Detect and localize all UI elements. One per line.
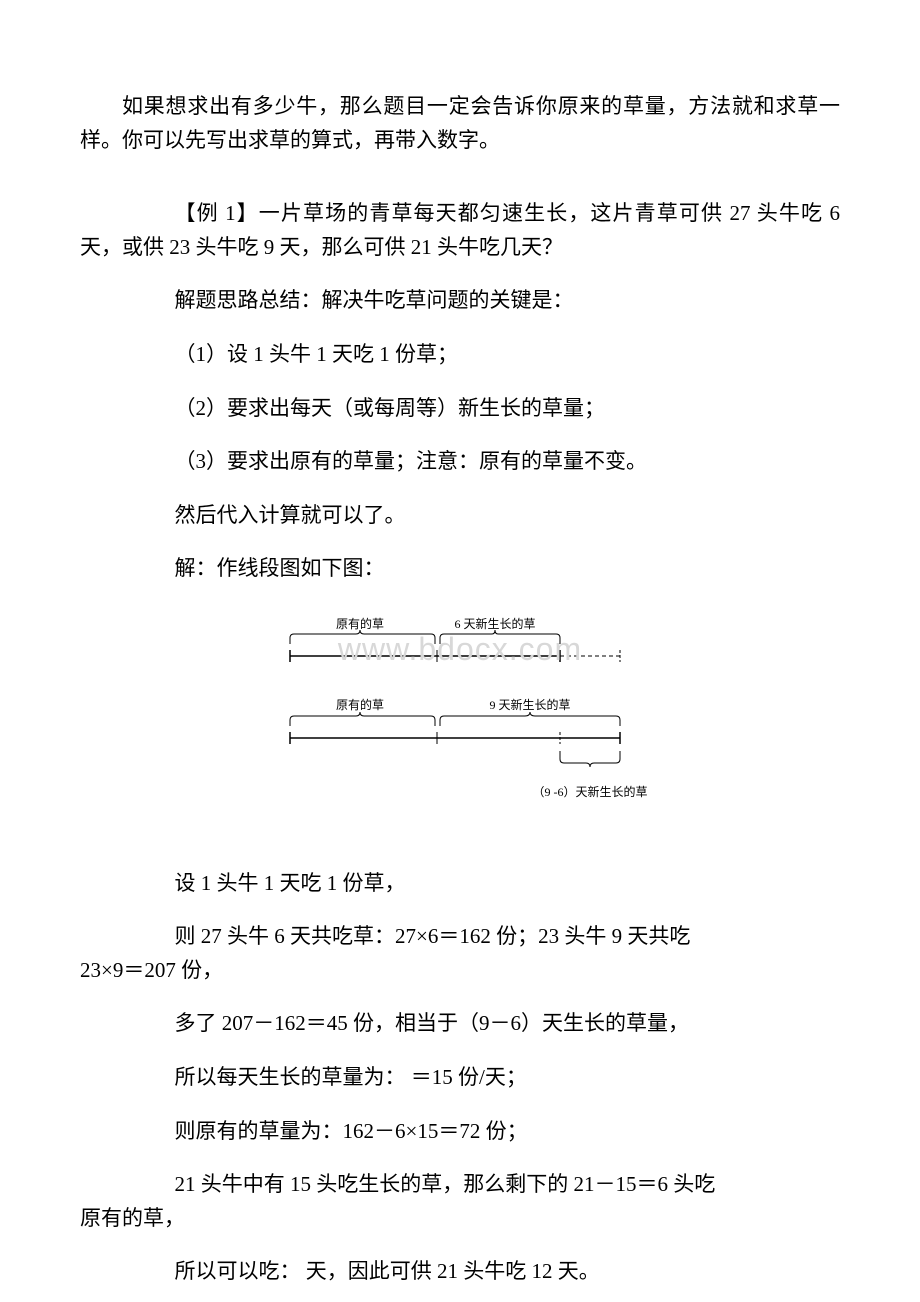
calc-line-5: 则原有的草量为：162－6×15＝72 份； bbox=[80, 1115, 840, 1149]
diag-label-mid-right: 9 天新生长的草 bbox=[489, 697, 570, 712]
calc-line-2: 则 27 头牛 6 天共吃草：27×6＝162 份；23 头牛 9 天共吃 23… bbox=[80, 920, 840, 987]
calc-line-6: 21 头牛中有 15 头吃生长的草，那么剩下的 21－15＝6 头吃 原有的草， bbox=[80, 1168, 840, 1235]
diag-label-bottom: （9 -6）天新生长的草 bbox=[533, 784, 648, 799]
calc-line-2b: 23×9＝207 份， bbox=[80, 954, 840, 988]
example-1: 【例 1】一片草场的青草每天都匀速生长，这片青草可供 27 头牛吃 6 天，或供… bbox=[80, 197, 840, 264]
watermark-text: www.bdocx.com bbox=[338, 624, 582, 675]
calc-line-4: 所以每天生长的草量为： ＝15 份/天； bbox=[80, 1061, 840, 1095]
line-diagram: www.bdocx.com 原有的草 6 天新生长的草 原有的草 9 天新生长的… bbox=[80, 616, 840, 837]
calc-line-1: 设 1 头牛 1 天吃 1 份草， bbox=[80, 867, 840, 901]
calc-line-6a: 21 头牛中有 15 头吃生长的草，那么剩下的 21－15＝6 头吃 bbox=[80, 1168, 840, 1202]
calc-line-7: 所以可以吃： 天，因此可供 21 头牛吃 12 天。 bbox=[80, 1255, 840, 1289]
calc-line-3: 多了 207－162＝45 份，相当于（9－6）天生长的草量， bbox=[80, 1007, 840, 1041]
step-1: （1）设 1 头牛 1 天吃 1 份草； bbox=[80, 338, 840, 372]
diag-label-mid-left: 原有的草 bbox=[336, 697, 384, 712]
step-2: （2）要求出每天（或每周等）新生长的草量； bbox=[80, 392, 840, 426]
step-3: （3）要求出原有的草量；注意：原有的草量不变。 bbox=[80, 445, 840, 479]
then-calc: 然后代入计算就可以了。 bbox=[80, 499, 840, 533]
thinking-title: 解题思路总结：解决牛吃草问题的关键是： bbox=[80, 284, 840, 318]
solve-label: 解：作线段图如下图： bbox=[80, 552, 840, 586]
calc-line-6b: 原有的草， bbox=[80, 1202, 840, 1236]
intro-paragraph: 如果想求出有多少牛，那么题目一定会告诉你原来的草量，方法就和求草一样。你可以先写… bbox=[80, 90, 840, 157]
calc-line-2a: 则 27 头牛 6 天共吃草：27×6＝162 份；23 头牛 9 天共吃 bbox=[80, 920, 840, 954]
